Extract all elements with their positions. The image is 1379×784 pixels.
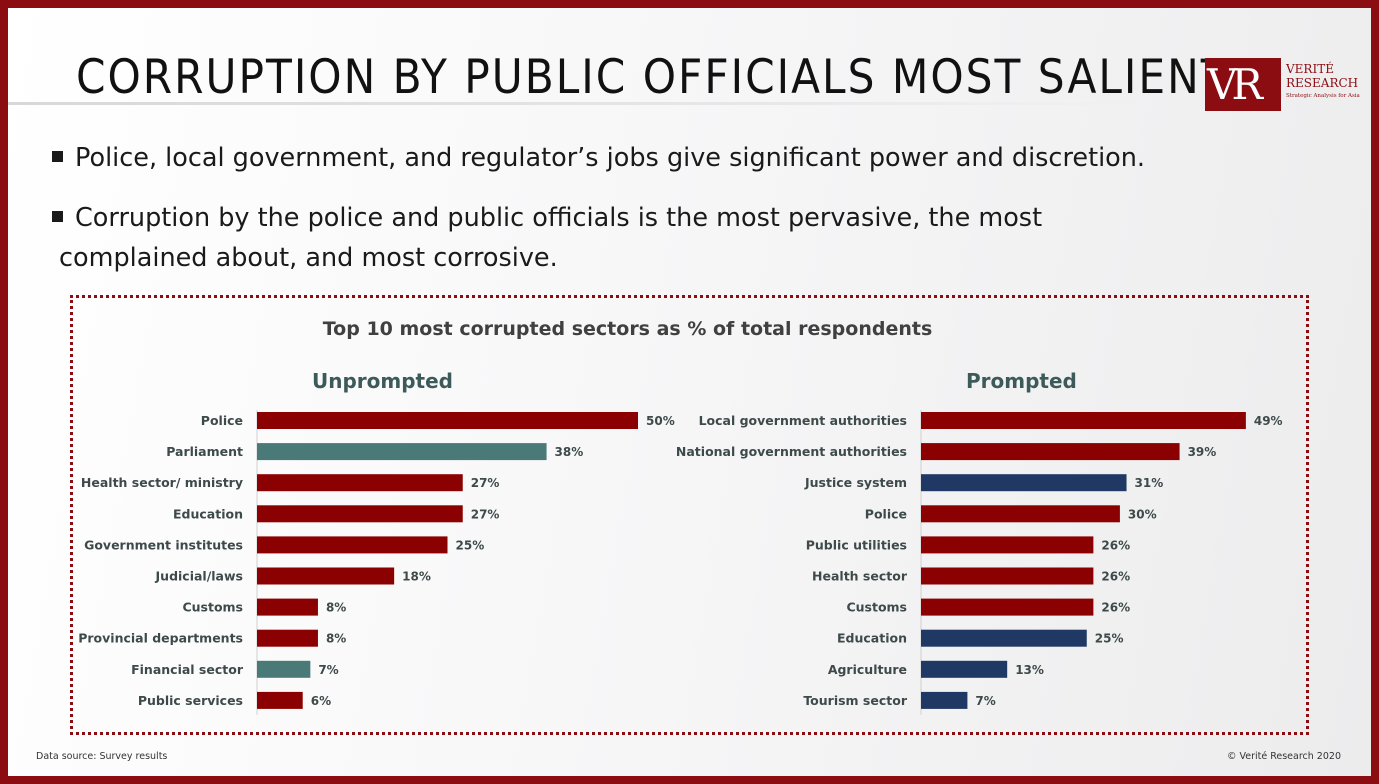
unprompted-value-label: 8% <box>326 601 346 615</box>
unprompted-bar <box>257 660 311 678</box>
unprompted-bar <box>257 691 303 709</box>
prompted-category-label: Justice system <box>804 475 907 490</box>
chart-frame <box>70 295 1309 735</box>
unprompted-bar <box>257 443 547 461</box>
prompted-value-label: 13% <box>1015 663 1044 677</box>
unprompted-bar <box>257 598 318 616</box>
unprompted-category-label: Education <box>173 506 243 521</box>
prompted-panel-title: Prompted <box>966 369 1077 393</box>
bullet-square-icon <box>52 211 63 222</box>
data-source-note: Data source: Survey results <box>36 751 168 762</box>
unprompted-bar <box>257 629 318 647</box>
slide: CORRUPTION BY PUBLIC OFFICIALS MOST SALI… <box>8 8 1371 776</box>
bullet-square-icon <box>52 151 63 162</box>
unprompted-category-label: Public services <box>138 693 243 708</box>
prompted-bar <box>921 505 1120 523</box>
prompted-category-label: Agriculture <box>828 662 907 677</box>
prompted-value-label: 31% <box>1135 476 1164 490</box>
unprompted-value-label: 7% <box>318 663 338 677</box>
logo-name: VERITÉ RESEARCH <box>1286 62 1359 90</box>
unprompted-bar <box>257 505 463 523</box>
prompted-category-label: Education <box>837 631 907 646</box>
unprompted-category-label: Police <box>201 413 243 428</box>
prompted-category-label: National government authorities <box>676 444 907 459</box>
prompted-category-label: Health sector <box>812 569 908 584</box>
prompted-bar <box>921 629 1087 647</box>
unprompted-bar <box>257 536 448 554</box>
unprompted-category-label: Provincial departments <box>78 631 243 646</box>
prompted-category-label: Local government authorities <box>699 413 907 428</box>
prompted-category-label: Public utilities <box>806 537 907 552</box>
bullet-2-text: Corruption by the police and public offi… <box>75 203 1043 233</box>
prompted-value-label: 30% <box>1128 507 1157 521</box>
logo-mark-box: VR <box>1205 58 1281 111</box>
verite-research-logo: VR VERITÉ RESEARCH Strategic Analysis fo… <box>1205 58 1365 112</box>
prompted-bar <box>921 412 1246 429</box>
unprompted-category-label: Customs <box>182 600 243 615</box>
prompted-bar <box>921 536 1094 554</box>
unprompted-category-label: Judicial/laws <box>155 569 243 584</box>
prompted-bar <box>921 660 1008 678</box>
prompted-bar <box>921 567 1094 585</box>
prompted-value-label: 26% <box>1101 570 1130 584</box>
unprompted-category-label: Financial sector <box>131 662 244 677</box>
prompted-value-label: 25% <box>1095 632 1124 646</box>
title-divider <box>8 102 1143 105</box>
prompted-bar <box>921 598 1094 616</box>
logo-mark: VR <box>1207 60 1263 109</box>
prompted-bar <box>921 691 968 709</box>
unprompted-category-label: Health sector/ ministry <box>81 475 243 490</box>
unprompted-bar <box>257 412 638 429</box>
prompted-category-label: Police <box>865 506 907 521</box>
bullet-2-text-continued: complained about, and most corrosive. <box>59 243 558 273</box>
prompted-value-label: 49% <box>1254 414 1283 428</box>
unprompted-value-label: 27% <box>471 507 500 521</box>
unprompted-bar <box>257 567 395 585</box>
copyright-note: © Verité Research 2020 <box>1226 751 1341 762</box>
bar-charts: Police 50% Parliament 38% Health sector/ min… <box>78 410 1283 715</box>
unprompted-value-label: 50% <box>646 414 675 428</box>
prompted-value-label: 39% <box>1188 445 1217 459</box>
bullet-1-text: Police, local government, and regulator’… <box>75 143 1146 173</box>
unprompted-value-label: 8% <box>326 632 346 646</box>
unprompted-category-label: Parliament <box>166 444 243 459</box>
unprompted-bar <box>257 474 463 492</box>
unprompted-value-label: 18% <box>402 570 431 584</box>
prompted-value-label: 26% <box>1101 601 1130 615</box>
prompted-category-label: Customs <box>846 600 907 615</box>
prompted-bar <box>921 443 1180 461</box>
bullet-2: Corruption by the police and public offi… <box>52 198 1212 278</box>
unprompted-value-label: 6% <box>311 694 331 708</box>
unprompted-value-label: 25% <box>456 538 485 552</box>
page-title: CORRUPTION BY PUBLIC OFFICIALS MOST SALI… <box>76 50 1229 105</box>
prompted-bar <box>921 474 1127 492</box>
bullet-1: Police, local government, and regulator’… <box>52 138 1145 178</box>
unprompted-category-label: Government institutes <box>84 537 243 552</box>
prompted-value-label: 26% <box>1101 538 1130 552</box>
prompted-category-label: Tourism sector <box>803 693 908 708</box>
logo-tagline: Strategic Analysis for Asia <box>1286 93 1360 99</box>
unprompted-value-label: 27% <box>471 476 500 490</box>
unprompted-value-label: 38% <box>555 445 584 459</box>
chart-title: Top 10 most corrupted sectors as % of to… <box>322 318 933 340</box>
prompted-value-label: 7% <box>975 694 995 708</box>
unprompted-panel-title: Unprompted <box>312 369 453 393</box>
